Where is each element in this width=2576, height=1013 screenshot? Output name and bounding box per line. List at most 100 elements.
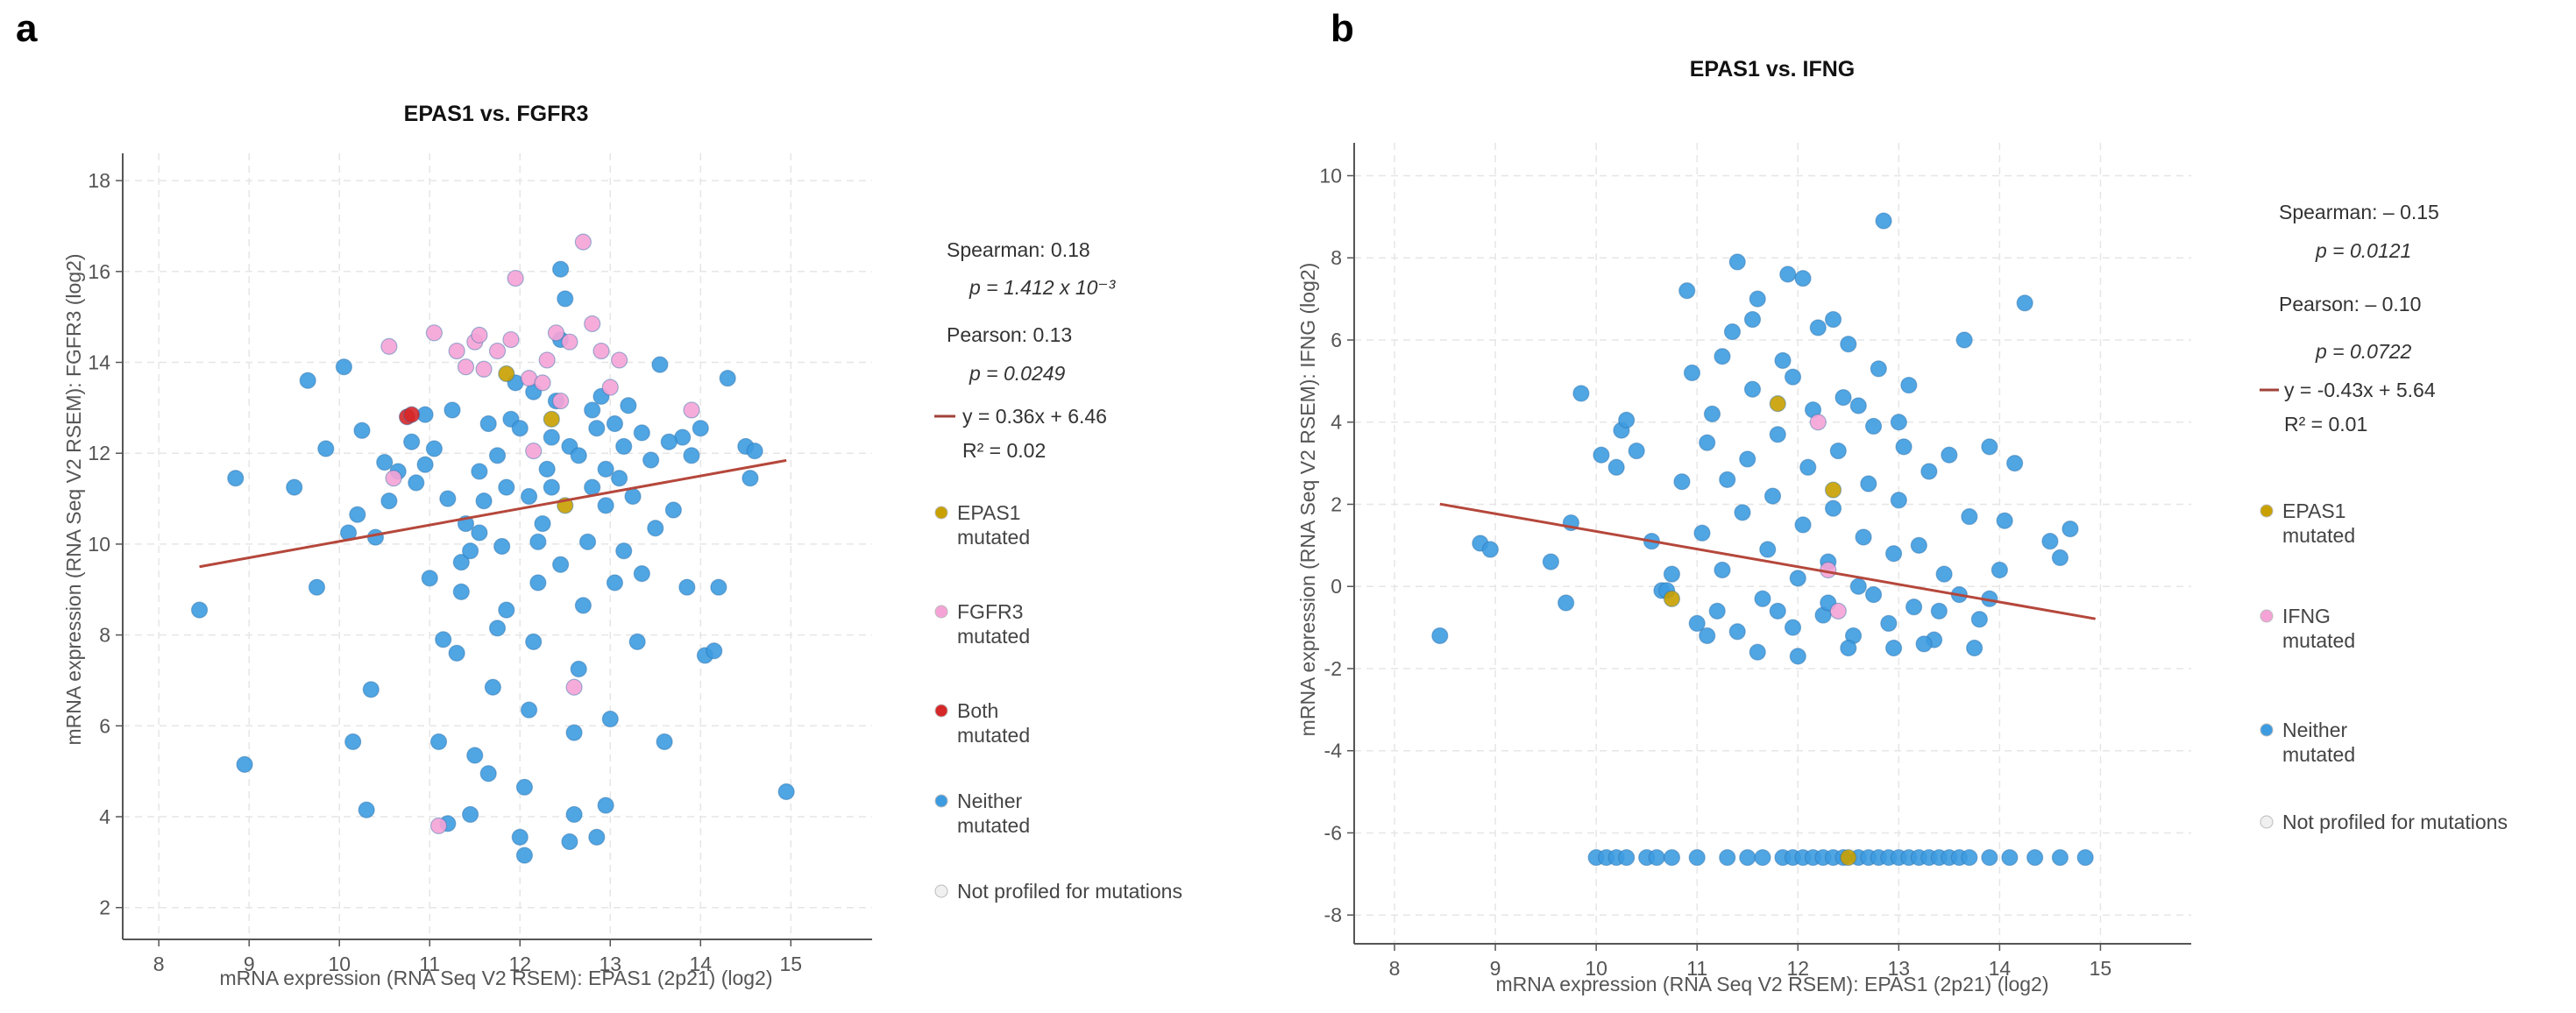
data-point (742, 470, 759, 487)
data-point (1663, 848, 1681, 867)
data-point (2016, 294, 2033, 312)
y-tick-label: 10 (88, 533, 110, 556)
data-point (593, 342, 610, 360)
y-tick-label: 4 (1331, 411, 1342, 434)
data-point (421, 570, 438, 587)
data-point (1719, 848, 1736, 867)
data-point (349, 506, 366, 523)
x-tick-label: 12 (508, 953, 531, 975)
data-point (2026, 848, 2044, 867)
data-point (1935, 565, 1953, 583)
data-point (574, 233, 592, 251)
panel-a-equation: y = 0.36x + 6.46 (962, 405, 1107, 428)
data-point (1699, 434, 1716, 451)
data-point (578, 533, 597, 550)
data-point (664, 501, 682, 519)
data-point (448, 342, 465, 360)
data-point (1558, 594, 1575, 612)
data-point (511, 828, 529, 846)
legend-label: IFNG (2282, 605, 2331, 627)
data-point (710, 578, 727, 596)
data-point (425, 324, 443, 342)
data-point (1481, 541, 1499, 558)
data-point (1759, 541, 1777, 558)
data-point (606, 574, 624, 592)
data-point (1955, 331, 1973, 349)
data-point (366, 528, 385, 546)
panel-b-pearson-p: p = 0.0722 (2315, 340, 2412, 363)
data-point (565, 724, 583, 741)
y-tick-label: 4 (99, 805, 110, 828)
data-point (403, 433, 421, 450)
legend-label: mutated (2282, 743, 2355, 766)
data-point (452, 554, 470, 571)
data-point (461, 542, 479, 560)
data-point (1809, 414, 1827, 431)
data-point (1910, 536, 1927, 554)
data-point (317, 440, 335, 457)
legend-label: mutated (957, 526, 1030, 549)
data-point (488, 620, 507, 637)
data-point (1996, 512, 2013, 529)
data-point (416, 456, 434, 473)
data-point (1855, 528, 1872, 546)
data-point (2062, 520, 2079, 538)
data-point (588, 420, 606, 437)
data-point (435, 631, 452, 648)
data-point (651, 356, 669, 373)
data-point (380, 492, 398, 510)
panel-b-title: EPAS1 vs. IFNG (1690, 57, 1856, 81)
panel-b-letter: b (1331, 7, 1354, 50)
data-point (1789, 570, 1806, 587)
data-point (1688, 614, 1706, 633)
y-tick-label: -4 (1324, 740, 1343, 762)
data-point (1840, 639, 1857, 657)
panel-a-spearman: Spearman: 0.18 (947, 238, 1090, 261)
data-point (1431, 627, 1449, 645)
data-point (498, 601, 515, 619)
x-tick-label: 12 (1786, 957, 1809, 980)
data-point (1849, 577, 1867, 595)
data-point (1749, 643, 1766, 661)
legend-swatch (934, 704, 948, 718)
data-point (1723, 323, 1742, 341)
y-tick-label: -6 (1324, 821, 1342, 844)
data-point (706, 642, 723, 660)
data-point (439, 490, 457, 507)
panel-a-y-axis-label: mRNA expression (RNA Seq V2 RSEM): FGFR3… (62, 253, 85, 745)
data-point (1774, 351, 1792, 370)
panel-b-plot: 8 9 10 11 12 13 14 15-8-6-4-20246810EPAS1mutate… (1319, 143, 2508, 980)
data-point (678, 578, 696, 596)
data-point (498, 365, 515, 383)
legend-label: mutated (2282, 629, 2355, 652)
y-tick-label: 6 (99, 714, 110, 737)
panel-b-text: EPAS1 vs. IFNG mRNA expression (RNA Seq … (1296, 57, 2439, 995)
data-point (362, 681, 380, 698)
data-point (633, 424, 650, 442)
data-point (2041, 533, 2059, 550)
data-point (1789, 648, 1806, 665)
legend-swatch (2260, 609, 2274, 623)
data-point (511, 420, 529, 437)
x-tick-label: 8 (153, 953, 165, 975)
x-tick-label: 13 (599, 953, 621, 975)
data-point (344, 733, 362, 751)
data-point (615, 437, 633, 456)
data-point (777, 783, 795, 801)
data-point (1809, 319, 1827, 336)
data-point (628, 633, 646, 650)
data-point (1824, 310, 1842, 329)
data-point (353, 421, 371, 439)
legend-label: EPAS1 (957, 501, 1020, 524)
data-point (683, 447, 700, 464)
data-point (286, 478, 303, 496)
panel-a-spearman-p: p = 1.412 x 10⁻³ (969, 276, 1117, 299)
data-point (584, 401, 601, 419)
data-point (515, 847, 534, 864)
